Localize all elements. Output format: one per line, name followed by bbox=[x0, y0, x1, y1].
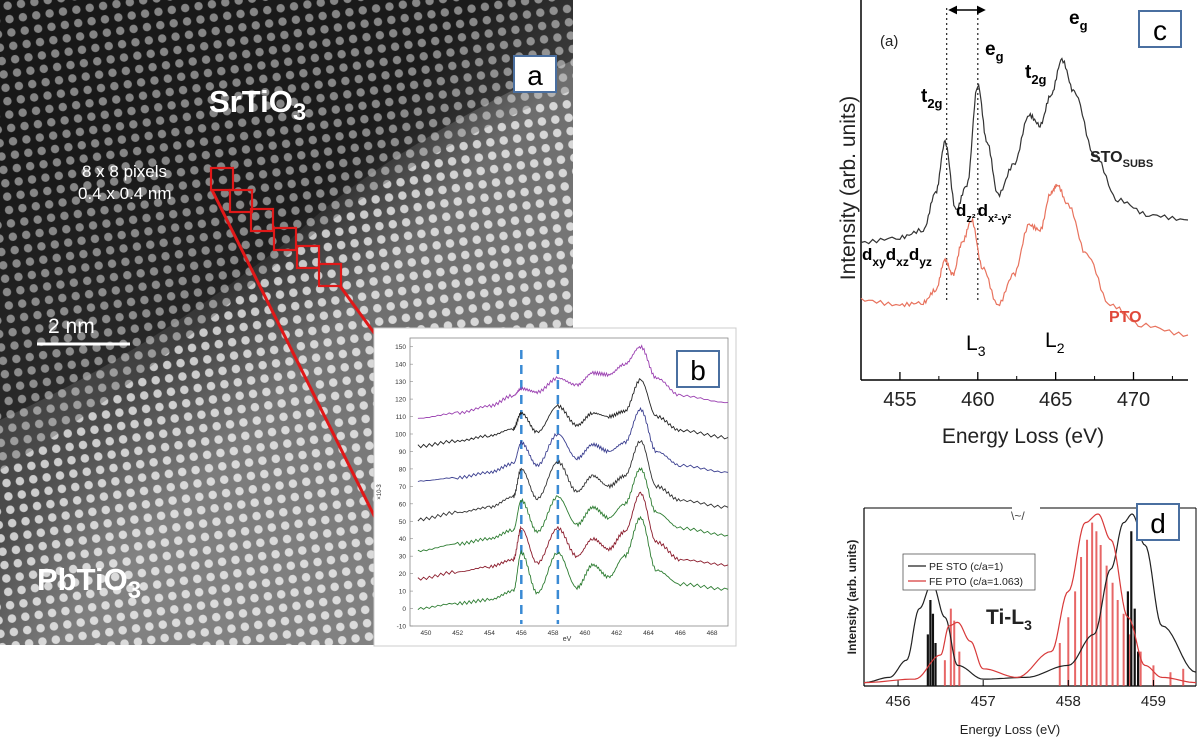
panel-d-ylabel: Intensity (arb. units) bbox=[845, 540, 859, 655]
b-ytick-label: 60 bbox=[399, 501, 407, 508]
b-ytick-label: 0 bbox=[402, 606, 406, 613]
c-xtick-label: 455 bbox=[883, 389, 916, 411]
b-xtick-label: 458 bbox=[548, 630, 559, 637]
panel-d-xlabel: Energy Loss (eV) bbox=[960, 722, 1060, 737]
b-ytick-label: 50 bbox=[399, 519, 407, 526]
sample-square bbox=[317, 262, 343, 288]
b-spectrum-line bbox=[417, 439, 729, 522]
panel-d-title: Ti-L3 bbox=[986, 606, 1032, 633]
d-xtick-label: 456 bbox=[886, 693, 911, 710]
label-d-orbitals-t2g: dxydxzdyz bbox=[862, 245, 932, 269]
panel-c-tag: (a) bbox=[880, 33, 898, 50]
panel-b-label: b bbox=[676, 350, 720, 388]
b-spectrum-line bbox=[417, 344, 729, 419]
sample-square bbox=[272, 226, 298, 252]
b-xtick-label: 456 bbox=[516, 630, 527, 637]
panel-b-spectra: 1501401301201101009080706050403020100-10… bbox=[373, 327, 737, 647]
d-xtick-label: 458 bbox=[1056, 693, 1081, 710]
label-eg-left: eg bbox=[985, 39, 1004, 64]
panel-b-ylabel: ×10-3 bbox=[377, 484, 383, 500]
sample-square bbox=[295, 244, 321, 270]
b-spectrum-line bbox=[417, 378, 729, 449]
panel-d-legend bbox=[902, 553, 1036, 591]
panel-d-fragment: \~/ bbox=[1011, 509, 1025, 523]
sample-square bbox=[249, 207, 275, 233]
sample-square bbox=[209, 166, 235, 192]
panel-c-xlabel: Energy Loss (eV) bbox=[942, 425, 1104, 448]
b-ytick-label: 90 bbox=[399, 449, 407, 456]
legend-fe-pto: FE PTO (c/a=1.063) bbox=[929, 576, 1023, 588]
b-ytick-label: 150 bbox=[395, 344, 406, 351]
b-ytick-label: 10 bbox=[399, 589, 407, 596]
c-spectrum-line bbox=[860, 57, 1189, 245]
sample-square bbox=[228, 188, 254, 214]
label-d-orbitals-eg: dz² dx²-y² bbox=[956, 201, 1012, 225]
panel-c-ylabel: Intensity (arb. units) bbox=[837, 96, 860, 280]
srtio3-label: SrTiO3 bbox=[209, 84, 306, 126]
b-ytick-label: 20 bbox=[399, 571, 407, 578]
label-sto-subs: STOSUBS bbox=[1090, 149, 1153, 170]
scale-bar-label: 2 nm bbox=[48, 315, 95, 338]
b-spectrum-line bbox=[417, 467, 729, 553]
c-xtick-label: 470 bbox=[1117, 389, 1150, 411]
label-t2g-left: t2g bbox=[921, 86, 943, 111]
pbtio3-label: PbTiO3 bbox=[37, 562, 141, 604]
panel-b-plot-frame bbox=[409, 337, 729, 627]
b-xtick-label: 452 bbox=[452, 630, 463, 637]
b-ytick-label: 130 bbox=[395, 379, 406, 386]
label-pto: PTO bbox=[1109, 309, 1142, 326]
d-xtick-label: 457 bbox=[971, 693, 996, 710]
b-ytick-label: 100 bbox=[395, 432, 406, 439]
b-ytick-label: -10 bbox=[397, 624, 407, 631]
b-ytick-label: 30 bbox=[399, 554, 407, 561]
pixel-note-size: 8 x 8 pixels bbox=[82, 162, 167, 181]
panel-c-label: c bbox=[1138, 10, 1182, 48]
b-ytick-label: 70 bbox=[399, 484, 407, 491]
panel-d-label: d bbox=[1136, 503, 1180, 541]
b-xtick-label: 462 bbox=[611, 630, 622, 637]
b-ytick-label: 140 bbox=[395, 362, 406, 369]
b-xtick-label: 460 bbox=[579, 630, 590, 637]
b-ytick-label: 80 bbox=[399, 466, 407, 473]
b-xtick-label: 464 bbox=[643, 630, 654, 637]
label-eg-right: eg bbox=[1069, 8, 1088, 33]
b-spectrum-line bbox=[417, 515, 729, 610]
b-spectrum-line bbox=[417, 406, 729, 482]
b-xtick-label: 450 bbox=[420, 630, 431, 637]
b-ytick-label: 40 bbox=[399, 536, 407, 543]
label-l3: L3 bbox=[966, 332, 986, 359]
d-envelope-line bbox=[863, 513, 1197, 684]
c-xtick-label: 465 bbox=[1039, 389, 1072, 411]
b-spectrum-line bbox=[417, 491, 729, 581]
label-l2: L2 bbox=[1045, 329, 1065, 356]
panel-a-label: a bbox=[513, 55, 557, 93]
b-ytick-label: 120 bbox=[395, 397, 406, 404]
b-xtick-label: 454 bbox=[484, 630, 495, 637]
legend-pe-sto: PE STO (c/a=1) bbox=[929, 561, 1003, 573]
b-xtick-label: 468 bbox=[707, 630, 718, 637]
panel-c-spectra: 455 460 465 470 (a) Energy Loss (eV) Intens… bbox=[837, 0, 1189, 448]
sampling-squares bbox=[209, 166, 343, 288]
b-ytick-label: 110 bbox=[396, 414, 407, 421]
pixel-note-area: 0.4 x 0.4 nm bbox=[78, 184, 172, 203]
d-xtick-label: 459 bbox=[1141, 693, 1166, 710]
b-xtick-label: 466 bbox=[675, 630, 686, 637]
c-spectrum-line bbox=[860, 183, 1189, 337]
panel-d-simulation: 456 457 458 459 \~/ PE STO (c/a=1) FE PTO (… bbox=[845, 507, 1200, 737]
c-xtick-label: 460 bbox=[961, 389, 994, 411]
panel-b-xlabel: eV bbox=[563, 636, 572, 643]
label-t2g-right: t2g bbox=[1025, 62, 1047, 87]
